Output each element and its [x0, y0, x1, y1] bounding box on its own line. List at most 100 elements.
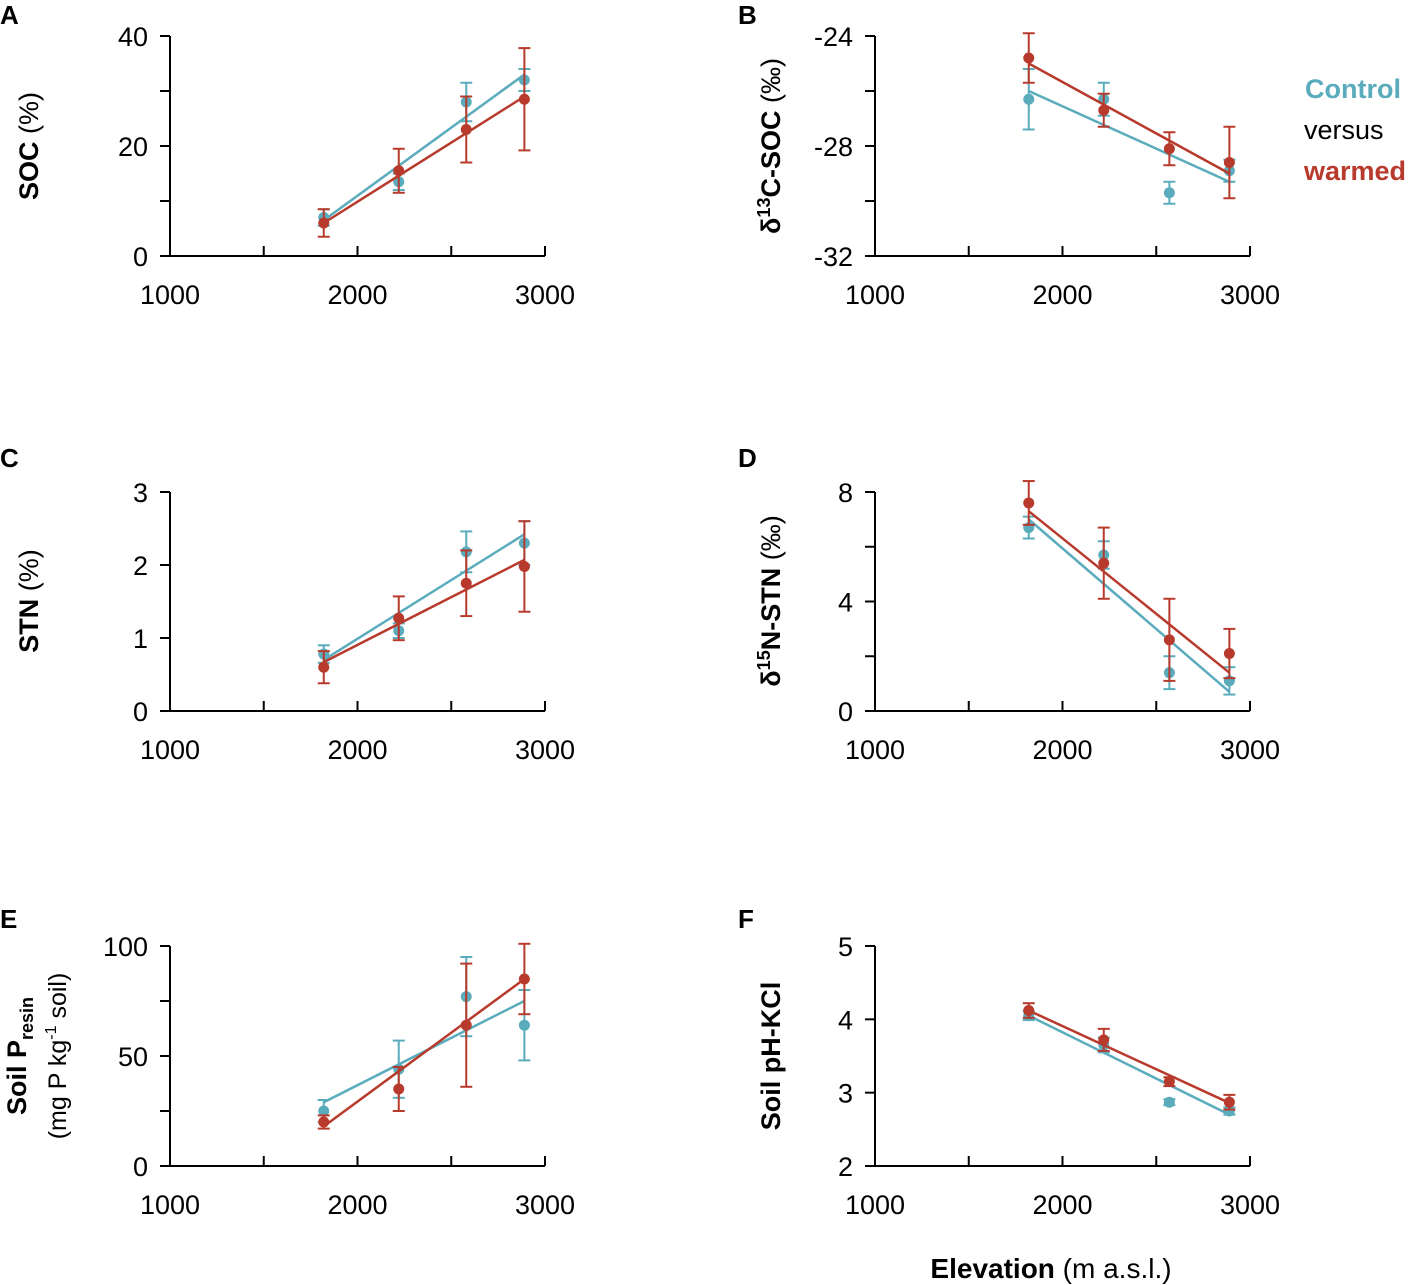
x-tick-label: 1000	[140, 280, 200, 310]
y-tick-label: 40	[118, 22, 148, 52]
y-label-delta: δ	[756, 670, 786, 686]
fit-line-control	[1028, 1014, 1230, 1116]
fit-line-warmed	[1028, 62, 1230, 175]
y-axis-label-line2: (mg P kg-1 soil)	[43, 973, 72, 1140]
y-tick-label: 0	[133, 1152, 148, 1182]
x-tick-label: 2000	[1032, 280, 1092, 310]
y-label-bold: C-SOC	[756, 111, 786, 198]
legend-control: Control	[1305, 74, 1401, 104]
panel-letter: B	[738, 0, 757, 30]
series-control	[317, 956, 531, 1123]
y-axis-label: SOC (%)	[14, 92, 44, 200]
y-label-bold: Soil pH-KCl	[756, 982, 786, 1131]
fit-line-warmed	[323, 558, 525, 664]
x-tick-label: 1000	[845, 1190, 905, 1220]
y-tick-label: 1	[133, 624, 148, 654]
y-axis-label: δ13C-SOC (‰)	[754, 58, 786, 234]
y-axis-label: Soil pH-KCl	[756, 982, 786, 1131]
series-warmed	[1022, 1002, 1236, 1111]
y-tick-label: 2	[838, 1152, 853, 1182]
panel-a: A 1000 2000 3000 0 20 40 SOC (%)	[0, 0, 575, 310]
y-tick-label: 8	[838, 478, 853, 508]
series-control	[317, 68, 531, 227]
series-warmed	[317, 942, 531, 1130]
y-label-isotope: 15	[754, 650, 774, 670]
panel-f: F 1000 2000 3000 2 3 4 5 Soil pH-KCl	[738, 904, 1280, 1220]
data-point-control	[1163, 1096, 1175, 1108]
fit-line-warmed	[323, 977, 526, 1128]
fit-line-control	[1027, 518, 1231, 693]
panel-letter: C	[0, 443, 19, 473]
y-tick-label: 0	[133, 697, 148, 727]
y-label-unit: (%)	[14, 92, 44, 142]
y-axis-label: STN (%)	[14, 549, 44, 653]
y-label-unit: (%)	[14, 549, 44, 599]
legend-versus: versus	[1304, 115, 1384, 145]
y-tick-label: 20	[118, 132, 148, 162]
data-point-warmed	[393, 165, 405, 177]
data-point-warmed	[1023, 497, 1035, 509]
data-point-warmed	[1163, 634, 1175, 646]
y-label-unit: (‰)	[756, 58, 786, 110]
y-label-unit: (mg P kg	[44, 1040, 72, 1140]
data-point-warmed	[1163, 1076, 1175, 1088]
panel-b: B 1000 2000 3000 -32 -28 -24 δ13C-SOC (‰)	[738, 0, 1280, 310]
y-tick-label: 50	[118, 1042, 148, 1072]
y-tick-label: 2	[133, 551, 148, 581]
y-label-bold: SOC	[14, 141, 44, 200]
y-tick-label: -32	[814, 242, 853, 272]
y-label-isotope: 13	[754, 198, 774, 218]
y-tick-label: 3	[838, 1079, 853, 1109]
data-point-warmed	[393, 1083, 405, 1095]
x-tick-label: 2000	[327, 735, 387, 765]
x-tick-label: 3000	[1220, 1190, 1280, 1220]
x-tick-label: 1000	[140, 735, 200, 765]
fit-line-warmed	[323, 95, 526, 225]
y-label-unit: (‰)	[756, 515, 786, 567]
y-axis-label: Soil Presin	[2, 997, 37, 1115]
y-tick-label: 4	[838, 1005, 853, 1035]
x-tick-label: 3000	[1220, 280, 1280, 310]
x-tick-label: 1000	[140, 1190, 200, 1220]
data-point-warmed	[318, 1116, 330, 1128]
data-point-warmed	[518, 560, 530, 572]
panel-c: C 1000 2000 3000 0 1 2 3 STN (%)	[0, 443, 575, 765]
data-point-control	[1023, 93, 1035, 105]
fit-line-warmed	[1028, 1009, 1230, 1105]
x-tick-label: 3000	[1220, 735, 1280, 765]
y-tick-label: 100	[103, 932, 148, 962]
panel-letter: D	[738, 443, 757, 473]
fit-line-control	[1028, 89, 1230, 183]
y-tick-label: 0	[838, 697, 853, 727]
data-point-warmed	[1223, 1096, 1235, 1108]
data-point-warmed	[1098, 1034, 1110, 1046]
data-point-control	[1163, 187, 1175, 199]
data-point-warmed	[318, 661, 330, 673]
data-point-warmed	[1223, 648, 1235, 660]
x-tick-label: 3000	[515, 735, 575, 765]
panel-letter: F	[738, 904, 754, 934]
series-warmed	[317, 47, 531, 238]
series-control	[1022, 515, 1236, 696]
data-point-control	[318, 1105, 330, 1117]
x-tick-label: 1000	[845, 735, 905, 765]
y-tick-label: 0	[133, 242, 148, 272]
data-point-warmed	[1163, 143, 1175, 155]
fit-line-warmed	[1027, 510, 1231, 674]
series-control	[1022, 68, 1236, 205]
x-axis-label: Elevation (m a.s.l.)	[930, 1253, 1171, 1284]
y-label-bold: STN	[14, 599, 44, 653]
data-point-warmed	[460, 124, 472, 135]
data-point-warmed	[518, 93, 530, 105]
x-axis-label-bold: Elevation	[930, 1253, 1054, 1284]
x-tick-label: 2000	[1032, 1190, 1092, 1220]
y-tick-label: 4	[838, 588, 853, 618]
series-warmed	[1022, 32, 1236, 200]
x-axis-label-rest: (m a.s.l.)	[1055, 1253, 1172, 1284]
y-label-bold: Soil P	[2, 1040, 32, 1115]
legend: Control versus warmed	[1303, 74, 1406, 186]
data-point-warmed	[518, 973, 530, 985]
data-point-warmed	[1223, 157, 1235, 168]
